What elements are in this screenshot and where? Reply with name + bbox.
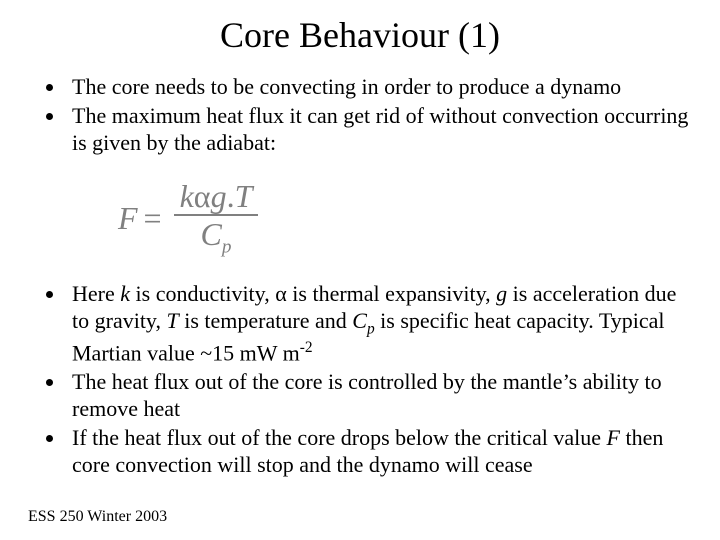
- b3-text: is conductivity,: [130, 281, 275, 306]
- b5-text: If the heat flux out of the core drops b…: [72, 425, 607, 450]
- b3-g: g: [496, 281, 507, 306]
- b3-text: is thermal expansivity,: [287, 281, 496, 306]
- slide-title: Core Behaviour (1): [28, 14, 692, 56]
- eq-fraction: kαg.T Cp: [174, 180, 259, 257]
- eq-num-T: T: [235, 178, 253, 214]
- eq-num-alpha: α: [194, 178, 211, 214]
- b3-text: Here: [72, 281, 120, 306]
- eq-denominator: Cp: [201, 216, 232, 257]
- eq-num-g: g: [211, 178, 227, 214]
- eq-equals: =: [144, 200, 162, 237]
- b5-F: F: [607, 425, 620, 450]
- eq-den-C: C: [201, 216, 222, 252]
- eq-lhs: F: [118, 200, 138, 237]
- eq-num-dot: .: [227, 178, 235, 214]
- slide: Core Behaviour (1) The core needs to be …: [0, 0, 720, 540]
- bullets-top: The core needs to be convecting in order…: [28, 74, 692, 156]
- eq-numerator: kαg.T: [174, 180, 259, 216]
- bullet-5: If the heat flux out of the core drops b…: [66, 425, 692, 479]
- eq-den-p: p: [222, 237, 232, 258]
- slide-footer: ESS 250 Winter 2003: [28, 508, 167, 526]
- b3-C: C: [352, 308, 367, 333]
- b3-T: T: [167, 308, 179, 333]
- bullet-4: The heat flux out of the core is control…: [66, 369, 692, 423]
- b3-text: is temperature and: [179, 308, 353, 333]
- bullet-3: Here k is conductivity, α is thermal exp…: [66, 281, 692, 367]
- equation: F = kαg.T Cp: [118, 180, 258, 257]
- equation-block: F = kαg.T Cp: [118, 180, 692, 257]
- b3-exp: -2: [300, 339, 313, 356]
- eq-num-k: k: [180, 178, 194, 214]
- b3-p: p: [367, 320, 375, 337]
- bullet-2: The maximum heat flux it can get rid of …: [66, 103, 692, 157]
- b3-alpha: α: [275, 281, 287, 306]
- bullets-bottom: Here k is conductivity, α is thermal exp…: [28, 281, 692, 478]
- bullet-1: The core needs to be convecting in order…: [66, 74, 692, 101]
- b3-k: k: [120, 281, 130, 306]
